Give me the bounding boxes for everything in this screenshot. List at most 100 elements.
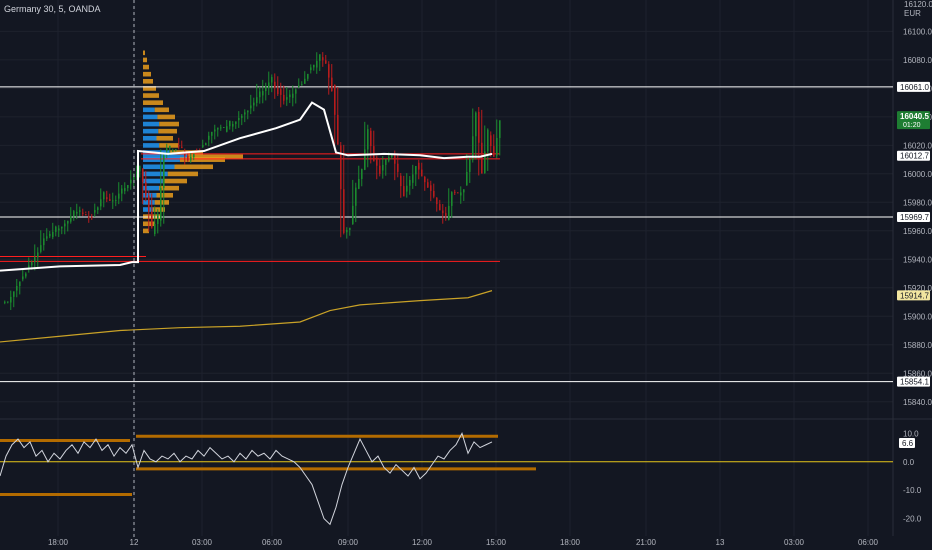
candle-body (442, 210, 444, 214)
candle-body (472, 136, 474, 160)
candle-body (67, 220, 69, 224)
candle-body (139, 165, 141, 172)
candle-body (412, 174, 414, 183)
price-tick-label: 15920.0 (903, 284, 932, 293)
vp-row-outside (174, 164, 213, 170)
candle-body (250, 105, 252, 109)
vp-row-outside (143, 86, 156, 91)
candle-body (265, 86, 267, 92)
candle-body (94, 210, 96, 213)
candle-body (193, 153, 195, 158)
time-tick-label: 12:00 (412, 538, 433, 547)
candle-body (343, 189, 345, 233)
candle-body (244, 112, 246, 115)
candle-body (22, 276, 24, 280)
candle-body (364, 149, 366, 170)
candle-body (478, 111, 480, 143)
candle-body (448, 205, 450, 220)
vp-row-outside (143, 93, 159, 98)
candle-body (424, 176, 426, 183)
candle-body (82, 212, 84, 214)
candle-body (295, 89, 297, 94)
candle-body (40, 245, 42, 252)
candle-body (451, 192, 453, 206)
candle-body (4, 301, 6, 303)
vp-row-value-area (143, 128, 159, 134)
candle-body (154, 224, 156, 234)
price-tag-bg (897, 111, 930, 130)
candle-body (316, 60, 318, 68)
vp-row-outside (188, 154, 243, 160)
candle-body (487, 129, 489, 152)
candle-body (334, 84, 336, 115)
candle-body (178, 144, 180, 147)
candle-body (220, 127, 222, 129)
candle-body (379, 165, 381, 174)
candle-body (253, 102, 255, 106)
slow-ma-line (0, 290, 493, 343)
candle-body (493, 146, 495, 157)
candle-body (52, 231, 54, 238)
candle-body (313, 64, 315, 68)
candle-body (247, 110, 249, 113)
candle-body (226, 126, 228, 132)
osc-line (0, 432, 493, 526)
top-price-cut: 16120.0 (904, 0, 932, 9)
vp-row-value-area (143, 207, 153, 212)
candle-body (19, 281, 21, 286)
candle-body (235, 121, 237, 124)
price-tick-label: 15860.0 (903, 369, 932, 378)
candle-body (175, 149, 177, 151)
price-tag-value: 15969.7 (900, 213, 929, 222)
price-tick-label: 16080.0 (903, 56, 932, 65)
candle-body (118, 193, 120, 199)
currency-code: EUR (904, 9, 921, 18)
candle-body (37, 252, 39, 258)
time-axis[interactable]: 18:00 12 03:00 06:00 09:00 12:00 15:00 18:00 21:… (48, 538, 879, 547)
candle-body (121, 188, 123, 194)
candle-body (355, 187, 357, 206)
candle-body (124, 188, 126, 192)
price-axis[interactable]: 16100.016080.016060.016040.016020.016000… (903, 27, 932, 523)
candle-body (112, 200, 114, 202)
price-tag-countdown: 01:20 (903, 122, 921, 129)
price-tick-label: 16020.0 (903, 141, 932, 150)
candle-body (385, 159, 387, 165)
price-tick-label: 15960.0 (903, 227, 932, 236)
candle-body (61, 226, 63, 229)
vp-row-value-area (143, 192, 157, 198)
candle-body (475, 112, 477, 137)
candle-body (169, 145, 171, 149)
candle-body (337, 114, 339, 145)
candle-body (289, 94, 291, 98)
candle-body (283, 94, 285, 101)
candle-body (136, 171, 138, 178)
vp-row-outside (162, 178, 187, 184)
candle-body (76, 211, 78, 214)
price-tag-bg (897, 150, 930, 161)
candle-body (205, 143, 207, 146)
time-tick-label: 03:00 (192, 538, 213, 547)
candle-body (130, 179, 132, 184)
time-tick-label: 21:00 (636, 538, 657, 547)
candle-body (190, 157, 192, 161)
candle-body (352, 205, 354, 225)
vp-row-outside (159, 185, 179, 191)
vp-row-outside (143, 79, 153, 84)
candle-body (466, 171, 468, 186)
candle-body (133, 176, 135, 180)
candle-body (340, 145, 342, 190)
candle-body (349, 227, 351, 230)
price-tag-value: 16040.5 (900, 112, 929, 121)
candle-body (148, 195, 150, 212)
vp-row-value-area (143, 185, 160, 191)
time-tick-label: 09:00 (338, 538, 359, 547)
candle-body (463, 189, 465, 193)
vwap-path (0, 101, 493, 272)
candle-body (70, 216, 72, 222)
candle-body (457, 192, 459, 194)
candle-body (91, 217, 93, 219)
vp-row-outside (159, 121, 179, 127)
